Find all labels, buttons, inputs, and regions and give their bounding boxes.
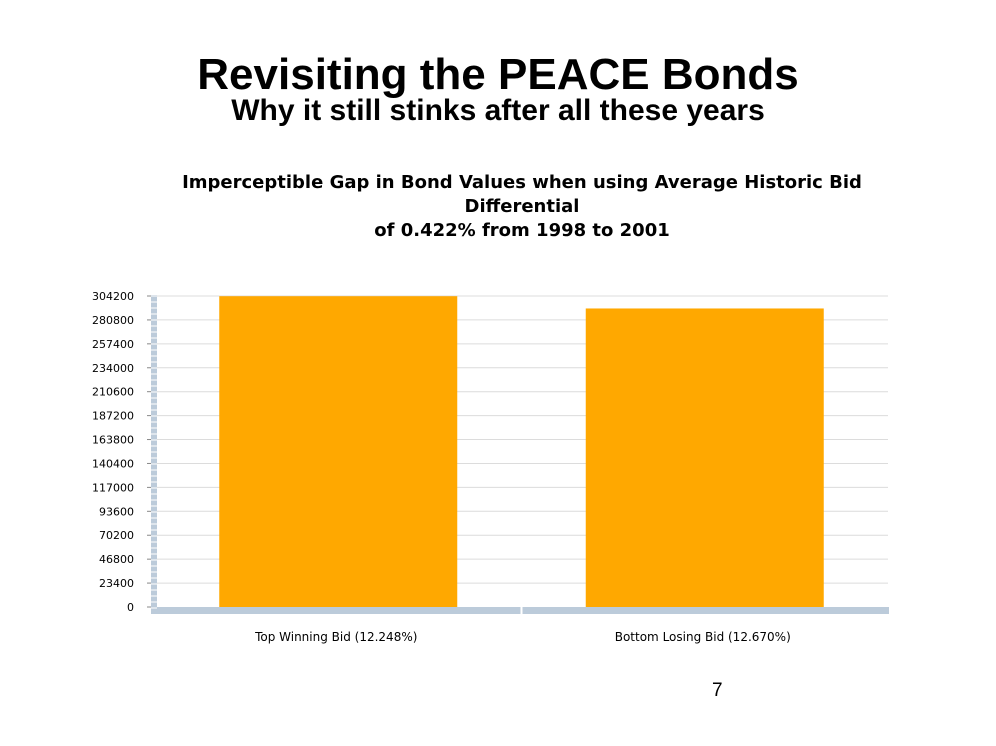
y-axis bbox=[151, 295, 157, 614]
y-tick-label: 93600 bbox=[99, 505, 134, 518]
y-tick-label: 210600 bbox=[92, 386, 134, 399]
bar bbox=[219, 296, 458, 607]
y-tick-label: 163800 bbox=[92, 434, 134, 447]
y-tick-label: 117000 bbox=[92, 481, 134, 494]
y-tick-label: 304200 bbox=[92, 290, 134, 303]
chart-title-line-1: Imperceptible Gap in Bond Values when us… bbox=[182, 172, 862, 217]
chart-title: Imperceptible Gap in Bond Values when us… bbox=[160, 171, 884, 243]
y-tick-label: 280800 bbox=[92, 314, 134, 327]
y-tick-label: 257400 bbox=[92, 338, 134, 351]
bar bbox=[585, 308, 824, 607]
slide-title: Revisiting the PEACE Bonds bbox=[197, 50, 799, 99]
y-tick-label: 140400 bbox=[92, 457, 134, 470]
y-tick-label: 46800 bbox=[99, 553, 134, 566]
y-tick-label: 234000 bbox=[92, 362, 134, 375]
x-category-label: Bottom Losing Bid (12.670%) bbox=[615, 630, 791, 644]
slide-subtitle: Why it still stinks after all these year… bbox=[231, 94, 765, 127]
y-tick-label: 23400 bbox=[99, 577, 134, 590]
y-tick-label: 0 bbox=[127, 601, 134, 614]
y-tick-label: 70200 bbox=[99, 529, 134, 542]
page-number: 7 bbox=[712, 680, 723, 701]
x-category-label: Top Winning Bid (12.248%) bbox=[254, 630, 417, 644]
x-axis bbox=[157, 607, 889, 614]
y-tick-label: 187200 bbox=[92, 410, 134, 423]
chart-title-line-2: of 0.422% from 1998 to 2001 bbox=[374, 220, 670, 241]
